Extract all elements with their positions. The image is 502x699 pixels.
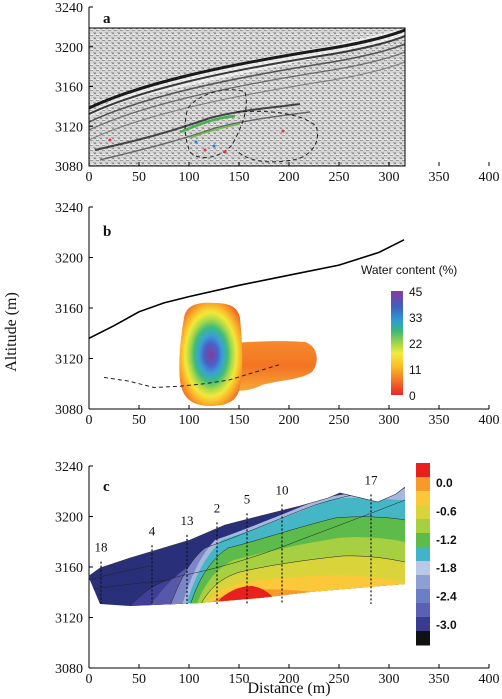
colorbar-tick-label: 22: [409, 337, 423, 351]
y-tick-label: 3120: [55, 353, 83, 368]
y-tick-label: 3080: [55, 160, 83, 175]
panel-b-label: b: [103, 224, 111, 240]
x-tick-label: 200: [279, 672, 300, 687]
x-tick-label: 0: [86, 170, 93, 185]
x-tick-label: 300: [379, 672, 400, 687]
x-tick-label: 50: [132, 413, 146, 428]
y-tick-label: 3080: [55, 662, 83, 677]
y-tick-label: 3120: [55, 120, 83, 135]
x-tick-label: 150: [229, 413, 250, 428]
colorbar-tick-label: -1.2: [436, 533, 457, 547]
x-tick-label: 250: [329, 672, 350, 687]
x-tick-label: 0: [86, 672, 93, 687]
colorbar-swatch: [416, 491, 430, 506]
colorbar-swatch: [416, 589, 430, 604]
resistivity-colorbar: 0.0 -0.6 -1.2 -1.8 -2.4 -3.0: [416, 463, 457, 646]
colorbar-swatch: [416, 533, 430, 548]
x-tick-label: 50: [132, 672, 146, 687]
panel-b-ticks: 0 50 100 150 200 250 300 350 400 3240 3200 3160 3120…: [55, 201, 500, 428]
y-tick-label: 3200: [55, 41, 83, 56]
borehole-label: 10: [276, 483, 289, 498]
colorbar-swatch: [416, 617, 430, 632]
panel-b: b Water content (%) 45 33 22 11 0 0 50 100 150 2…: [55, 201, 500, 428]
x-tick-label: 250: [329, 413, 350, 428]
borehole-label: 13: [181, 513, 194, 528]
x-tick-label: 300: [379, 170, 400, 185]
y-tick-label: 3200: [55, 252, 83, 267]
y-tick-label: 3240: [55, 1, 83, 16]
colorbar-swatch: [416, 631, 430, 646]
x-tick-label: 150: [229, 170, 250, 185]
water-content-core: [179, 302, 243, 406]
x-tick-label: 300: [379, 413, 400, 428]
boreholes: 18 4 13 2 5 10 17: [95, 472, 379, 604]
y-tick-label: 3240: [55, 460, 83, 475]
gpr-radargram: [89, 28, 405, 166]
colorbar-swatch: [416, 575, 430, 590]
y-tick-label: 3080: [55, 403, 83, 418]
borehole-label: 18: [95, 540, 108, 555]
water-content-colorbar-ticks: 45 33 22 11 0: [409, 285, 423, 403]
dashed-boundary-line: [103, 364, 280, 389]
borehole-label: 2: [214, 500, 221, 515]
y-axis-label: Altitude (m): [3, 292, 20, 372]
x-tick-label: 400: [479, 413, 500, 428]
colorbar-tick-label: 0.0: [436, 476, 453, 490]
x-tick-label: 400: [479, 170, 500, 185]
water-content-tail: [226, 341, 317, 391]
x-axis-label: Distance (m): [247, 680, 330, 697]
ground-surface-line: [88, 239, 405, 340]
y-tick-label: 3240: [55, 201, 83, 216]
panel-a-label: a: [103, 11, 111, 27]
colorbar-swatch: [416, 547, 430, 562]
colorbar-tick-label: 0: [409, 389, 416, 403]
borehole-label: 4: [149, 523, 156, 538]
panel-a: a 0 50 100 150 200 250 300 350 400 3240 3200 3160 31…: [55, 1, 500, 185]
borehole-label: 5: [244, 491, 251, 506]
colorbar-swatch: [416, 505, 430, 520]
x-tick-label: 400: [479, 672, 500, 687]
water-content-colorbar: [391, 291, 403, 395]
borehole-label: 17: [365, 472, 379, 487]
colorbar-tick-label: 45: [409, 285, 423, 299]
x-tick-label: 100: [179, 170, 200, 185]
y-tick-label: 3200: [55, 511, 83, 526]
colorbar-tick-label: -3.0: [436, 618, 457, 632]
colorbar-swatch: [416, 463, 430, 478]
x-tick-label: 250: [329, 170, 350, 185]
x-tick-label: 50: [132, 170, 146, 185]
colorbar-tick-label: 33: [409, 311, 423, 325]
x-tick-label: 100: [179, 413, 200, 428]
x-tick-label: 350: [429, 672, 450, 687]
x-tick-label: 350: [429, 170, 450, 185]
colorbar-tick-label: -1.8: [436, 561, 457, 575]
colorbar-tick-label: -0.6: [436, 504, 457, 518]
y-tick-label: 3160: [55, 81, 83, 96]
x-tick-label: 0: [86, 413, 93, 428]
colorbar-swatch: [416, 603, 430, 618]
x-tick-label: 200: [279, 413, 300, 428]
colorbar-swatch: [416, 477, 430, 492]
panel-a-ticks: 0 50 100 150 200 250 300 350 400 3240 3200 3160 3120…: [55, 1, 500, 185]
x-tick-label: 200: [279, 170, 300, 185]
colorbar-title: Water content (%): [361, 263, 457, 277]
y-tick-label: 3160: [55, 302, 83, 317]
panel-c: c 18 4 13 2 5 10 17 0.0 -0.6 -1.2 -1.8 -2.4 -3.0: [55, 460, 500, 687]
x-tick-label: 350: [429, 413, 450, 428]
colorbar-tick-label: -2.4: [436, 590, 457, 604]
y-tick-label: 3160: [55, 561, 83, 576]
colorbar-tick-label: 11: [409, 363, 422, 377]
colorbar-swatch: [416, 519, 430, 534]
panel-c-label: c: [103, 479, 110, 495]
x-tick-label: 150: [229, 672, 250, 687]
colorbar-swatch: [416, 561, 430, 576]
y-tick-label: 3120: [55, 612, 83, 627]
panel-c-ticks: 0 50 100 150 200 250 300 350 400 3240 3200 3160 3120…: [55, 460, 500, 687]
x-tick-label: 100: [179, 672, 200, 687]
